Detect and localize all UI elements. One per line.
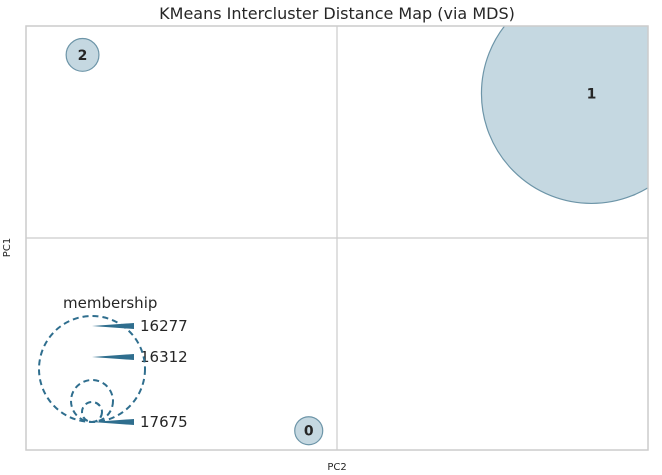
legend-entry-17675: 17675 (140, 413, 188, 431)
cluster-label-1: 1 (587, 86, 597, 102)
grid (26, 26, 648, 450)
cluster-bubble-1 (480, 26, 648, 205)
legend-circle-17675 (38, 315, 146, 423)
legend-entry-16312: 16312 (140, 348, 188, 366)
cluster-label-0: 0 (304, 424, 314, 440)
legend-entry-16277: 16277 (140, 317, 188, 335)
chart-title: KMeans Intercluster Distance Map (via MD… (159, 4, 515, 23)
x-axis-label: PC2 (327, 462, 347, 473)
cluster-bubble-2 (65, 37, 100, 72)
legend-pointer-17675 (92, 419, 134, 425)
legend-circle-16277 (81, 401, 103, 423)
plot-frame (25, 25, 649, 451)
cluster-label-2: 2 (78, 48, 88, 64)
legend-pointer-16312 (92, 354, 134, 360)
legend-circle-16312 (70, 379, 114, 423)
y-axis-label: PC1 (2, 237, 14, 258)
membership-legend: membership 16277 16312 17675 (38, 294, 188, 431)
legend-title: membership (63, 294, 157, 312)
legend-pointer-16277 (92, 323, 134, 329)
cluster-bubble-0 (294, 416, 324, 446)
cluster-labels: 0 1 2 (78, 48, 597, 440)
cluster-bubbles (65, 26, 648, 446)
